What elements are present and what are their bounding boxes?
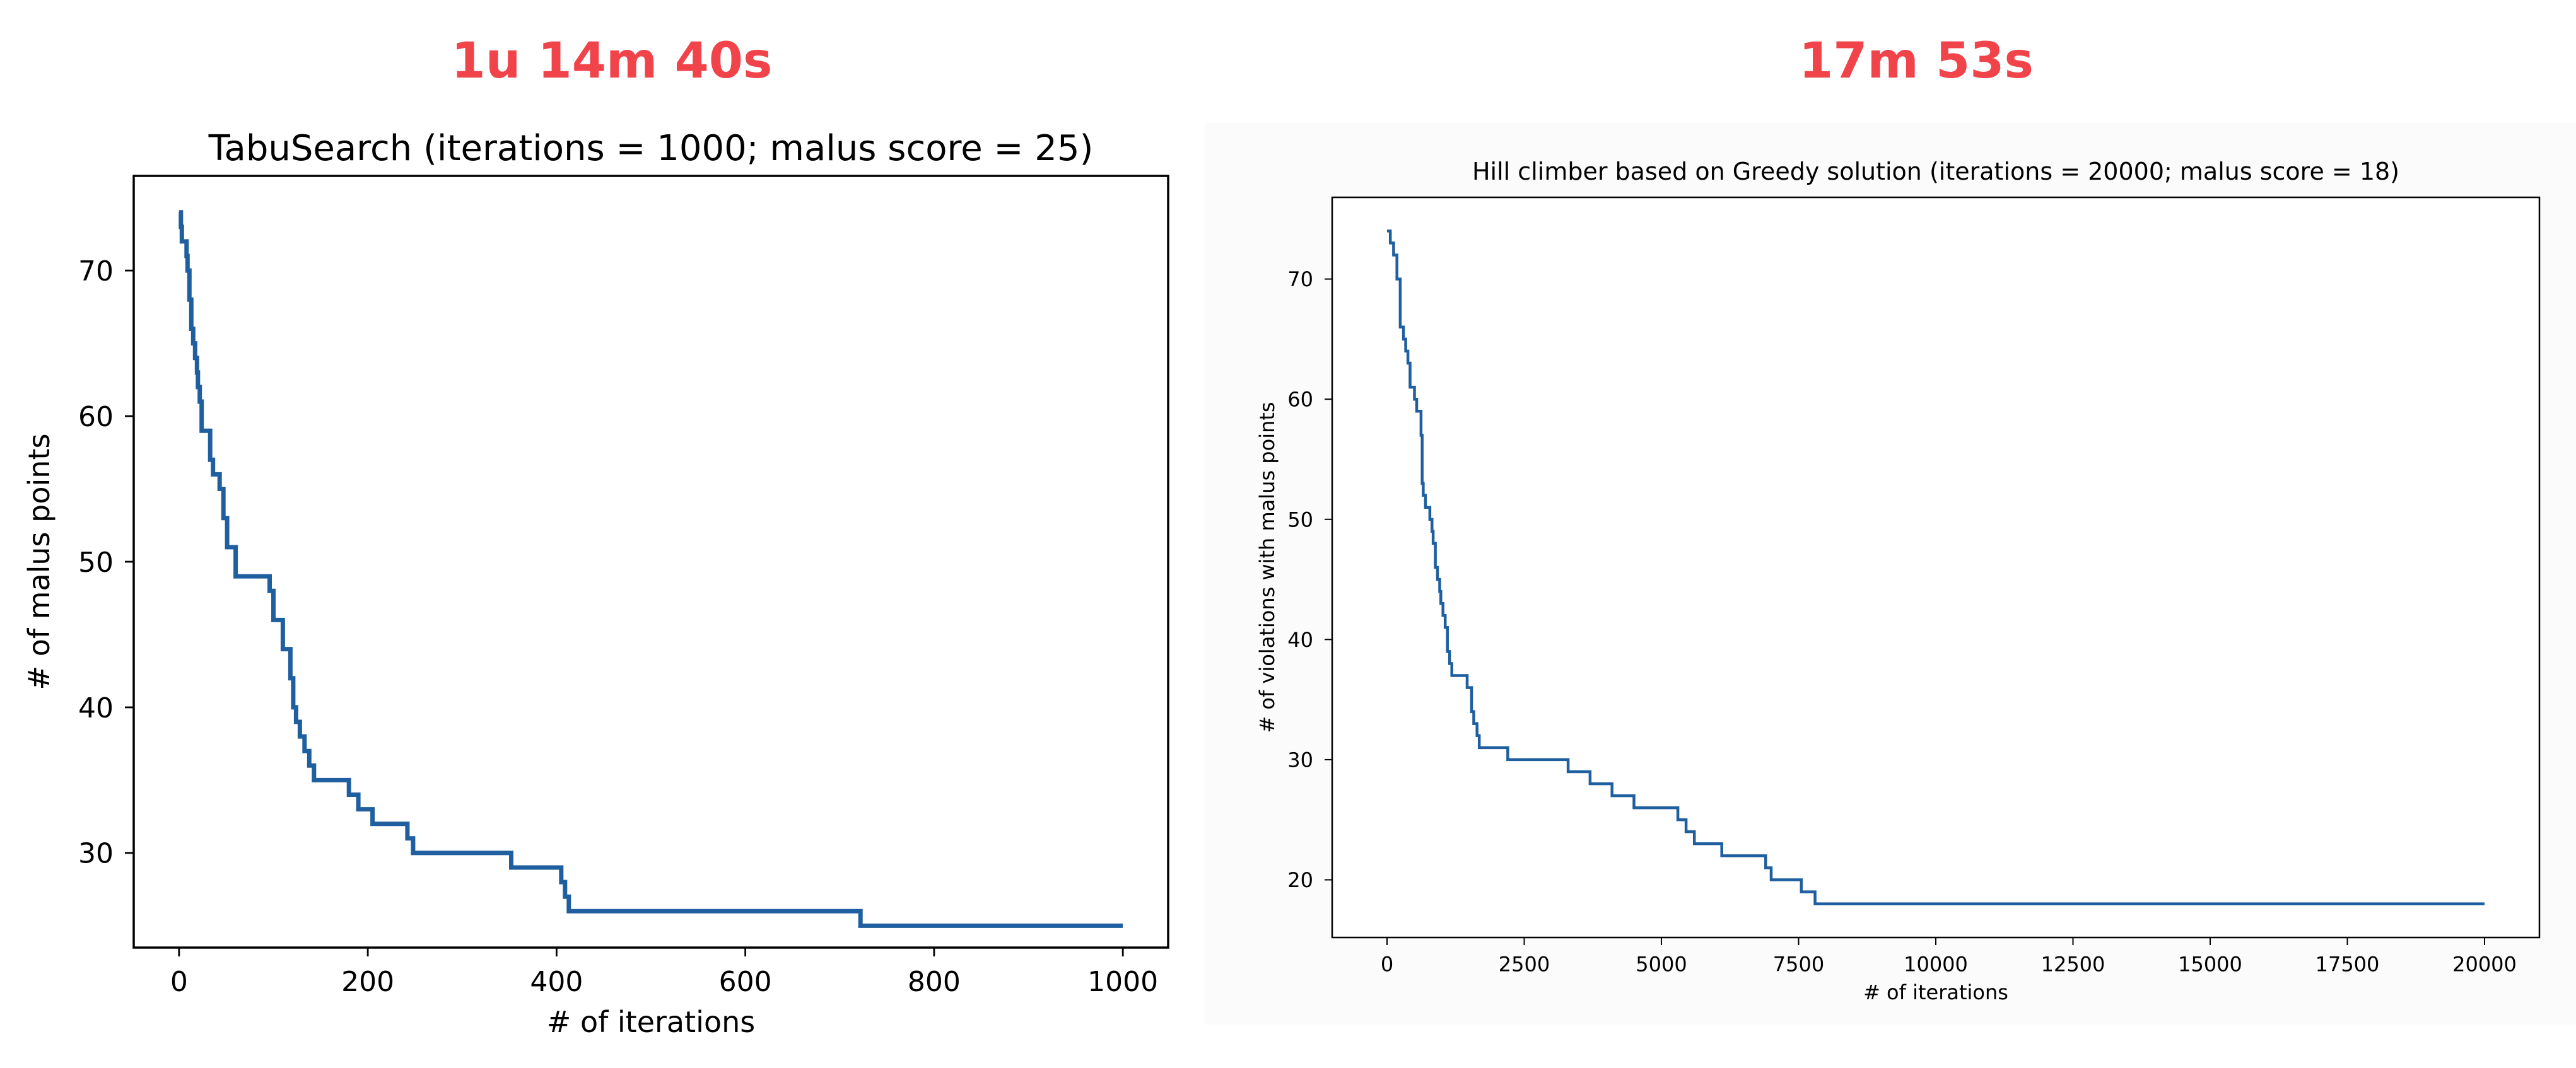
hill-y-tick-label: 60 xyxy=(1287,388,1313,412)
tabu-y-tick-label: 40 xyxy=(78,692,114,724)
hill-series-line-0 xyxy=(1387,229,2485,905)
tabu-search-chart: 0 200 400 600 800 1000 30 40 50 60 70 TabuSearch (i… xyxy=(22,128,1169,1039)
tabu-y-tick-label: 50 xyxy=(78,547,114,579)
hill-x-axis-label: # of iterations xyxy=(1863,980,2008,1004)
hill-x-tick-label: 15000 xyxy=(2178,953,2242,977)
hill-x-tick-label: 7500 xyxy=(1773,953,1824,977)
tabu-y-tick-label: 70 xyxy=(78,255,114,287)
hill-x-tick-label: 12500 xyxy=(2041,953,2105,977)
hill-x-tick-label: 10000 xyxy=(1904,953,1968,977)
tabu-search-plot-panel: 0 200 400 600 800 1000 30 40 50 60 70 TabuSearch (i… xyxy=(0,107,1205,1068)
tabu-x-tick-label: 400 xyxy=(530,966,583,998)
tabu-x-tick-label: 1000 xyxy=(1087,966,1158,998)
tabu-chart-title: TabuSearch (iterations = 1000; malus sco… xyxy=(208,128,1094,169)
hill-x-tick-label: 5000 xyxy=(1636,953,1687,977)
tabu-y-tick-label: 60 xyxy=(78,401,114,433)
tabu-x-tick-label: 800 xyxy=(908,966,961,998)
hill-climber-plot-panel: 0 2500 5000 7500 10000 12500 15000 17500 20000 20… xyxy=(1205,123,2576,1024)
hill-chart-title: Hill climber based on Greedy solution (i… xyxy=(1472,158,2399,185)
hill-y-axis-label: # of violations with malus points xyxy=(1255,402,1279,733)
hill-y-tick-label: 20 xyxy=(1287,868,1313,892)
hill-x-tick-label: 17500 xyxy=(2315,953,2380,977)
hill-y-tick-label: 30 xyxy=(1287,748,1313,772)
hill-x-tick-label: 2500 xyxy=(1499,953,1550,977)
hill-y-tick-label: 40 xyxy=(1287,628,1313,652)
tabu-x-axis-label: # of iterations xyxy=(547,1005,755,1039)
hill-x-tick-label: 20000 xyxy=(2452,953,2517,977)
runtime-right: 17m 53s xyxy=(1799,33,2034,90)
tabu-series-line-0 xyxy=(179,210,1123,928)
tabu-x-tick-label: 200 xyxy=(341,966,394,998)
tabu-plot-area xyxy=(134,176,1168,948)
tabu-y-axis-label: # of malus points xyxy=(22,434,56,690)
hill-x-tick-label: 0 xyxy=(1381,953,1393,977)
hill-plot-area xyxy=(1332,197,2539,937)
hill-y-tick-label: 70 xyxy=(1287,267,1313,291)
hill-climber-chart: 0 2500 5000 7500 10000 12500 15000 17500 20000 20… xyxy=(1255,158,2541,1004)
tabu-x-tick-label: 0 xyxy=(170,966,188,998)
runtime-left: 1u 14m 40s xyxy=(451,33,773,90)
tabu-x-tick-label: 600 xyxy=(719,966,772,998)
tabu-y-tick-label: 30 xyxy=(78,838,114,870)
hill-y-tick-label: 50 xyxy=(1287,508,1313,531)
